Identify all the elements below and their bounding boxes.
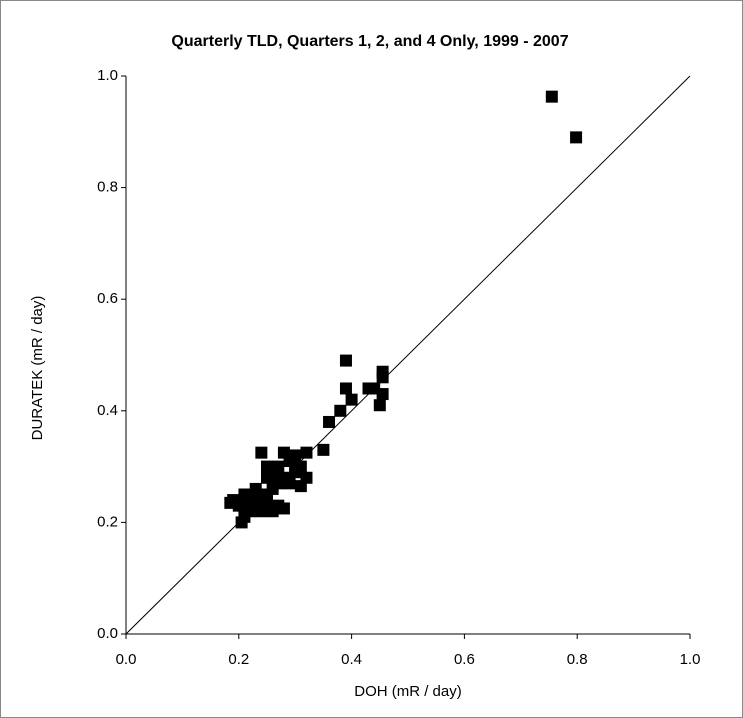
point — [339, 382, 352, 395]
point — [373, 399, 386, 412]
x-tick-label: 0.4 — [341, 651, 362, 668]
point — [300, 446, 313, 459]
point — [283, 477, 296, 490]
y-tick-label: 0.0 — [97, 625, 118, 642]
reference-line — [125, 75, 691, 635]
point — [255, 446, 268, 459]
point — [570, 131, 583, 144]
point — [323, 415, 336, 428]
point — [339, 354, 352, 367]
point — [289, 460, 302, 473]
point — [334, 404, 347, 417]
x-axis-label: DOH (mR / day) — [354, 683, 462, 700]
y-tick-label: 0.2 — [97, 513, 118, 530]
y-axis-label: DURATEK (mR / day) — [29, 296, 46, 441]
point — [277, 502, 290, 515]
point — [224, 496, 237, 509]
point — [545, 90, 558, 103]
y-tick-label: 0.8 — [97, 179, 118, 196]
point — [345, 393, 358, 406]
point — [376, 371, 389, 384]
chart-title: Quarterly TLD, Quarters 1, 2, and 4 Only… — [171, 33, 568, 50]
point — [255, 505, 268, 518]
point — [235, 516, 248, 529]
point — [294, 480, 307, 493]
point — [261, 494, 273, 507]
y-tick-label: 0.4 — [97, 402, 118, 419]
point — [266, 482, 279, 495]
x-tick-label: 0.0 — [116, 651, 137, 668]
point — [244, 505, 257, 518]
point — [376, 388, 389, 401]
point — [266, 505, 279, 518]
point — [261, 460, 273, 473]
y-tick-label: 1.0 — [97, 67, 118, 84]
y-tick-label: 0.6 — [97, 290, 118, 307]
x-tick-label: 0.2 — [228, 651, 249, 668]
point — [261, 471, 273, 484]
x-tick-label: 0.8 — [567, 651, 588, 668]
x-tick-label: 1.0 — [680, 651, 701, 668]
point — [317, 443, 330, 456]
x-tick-label: 0.6 — [454, 651, 475, 668]
